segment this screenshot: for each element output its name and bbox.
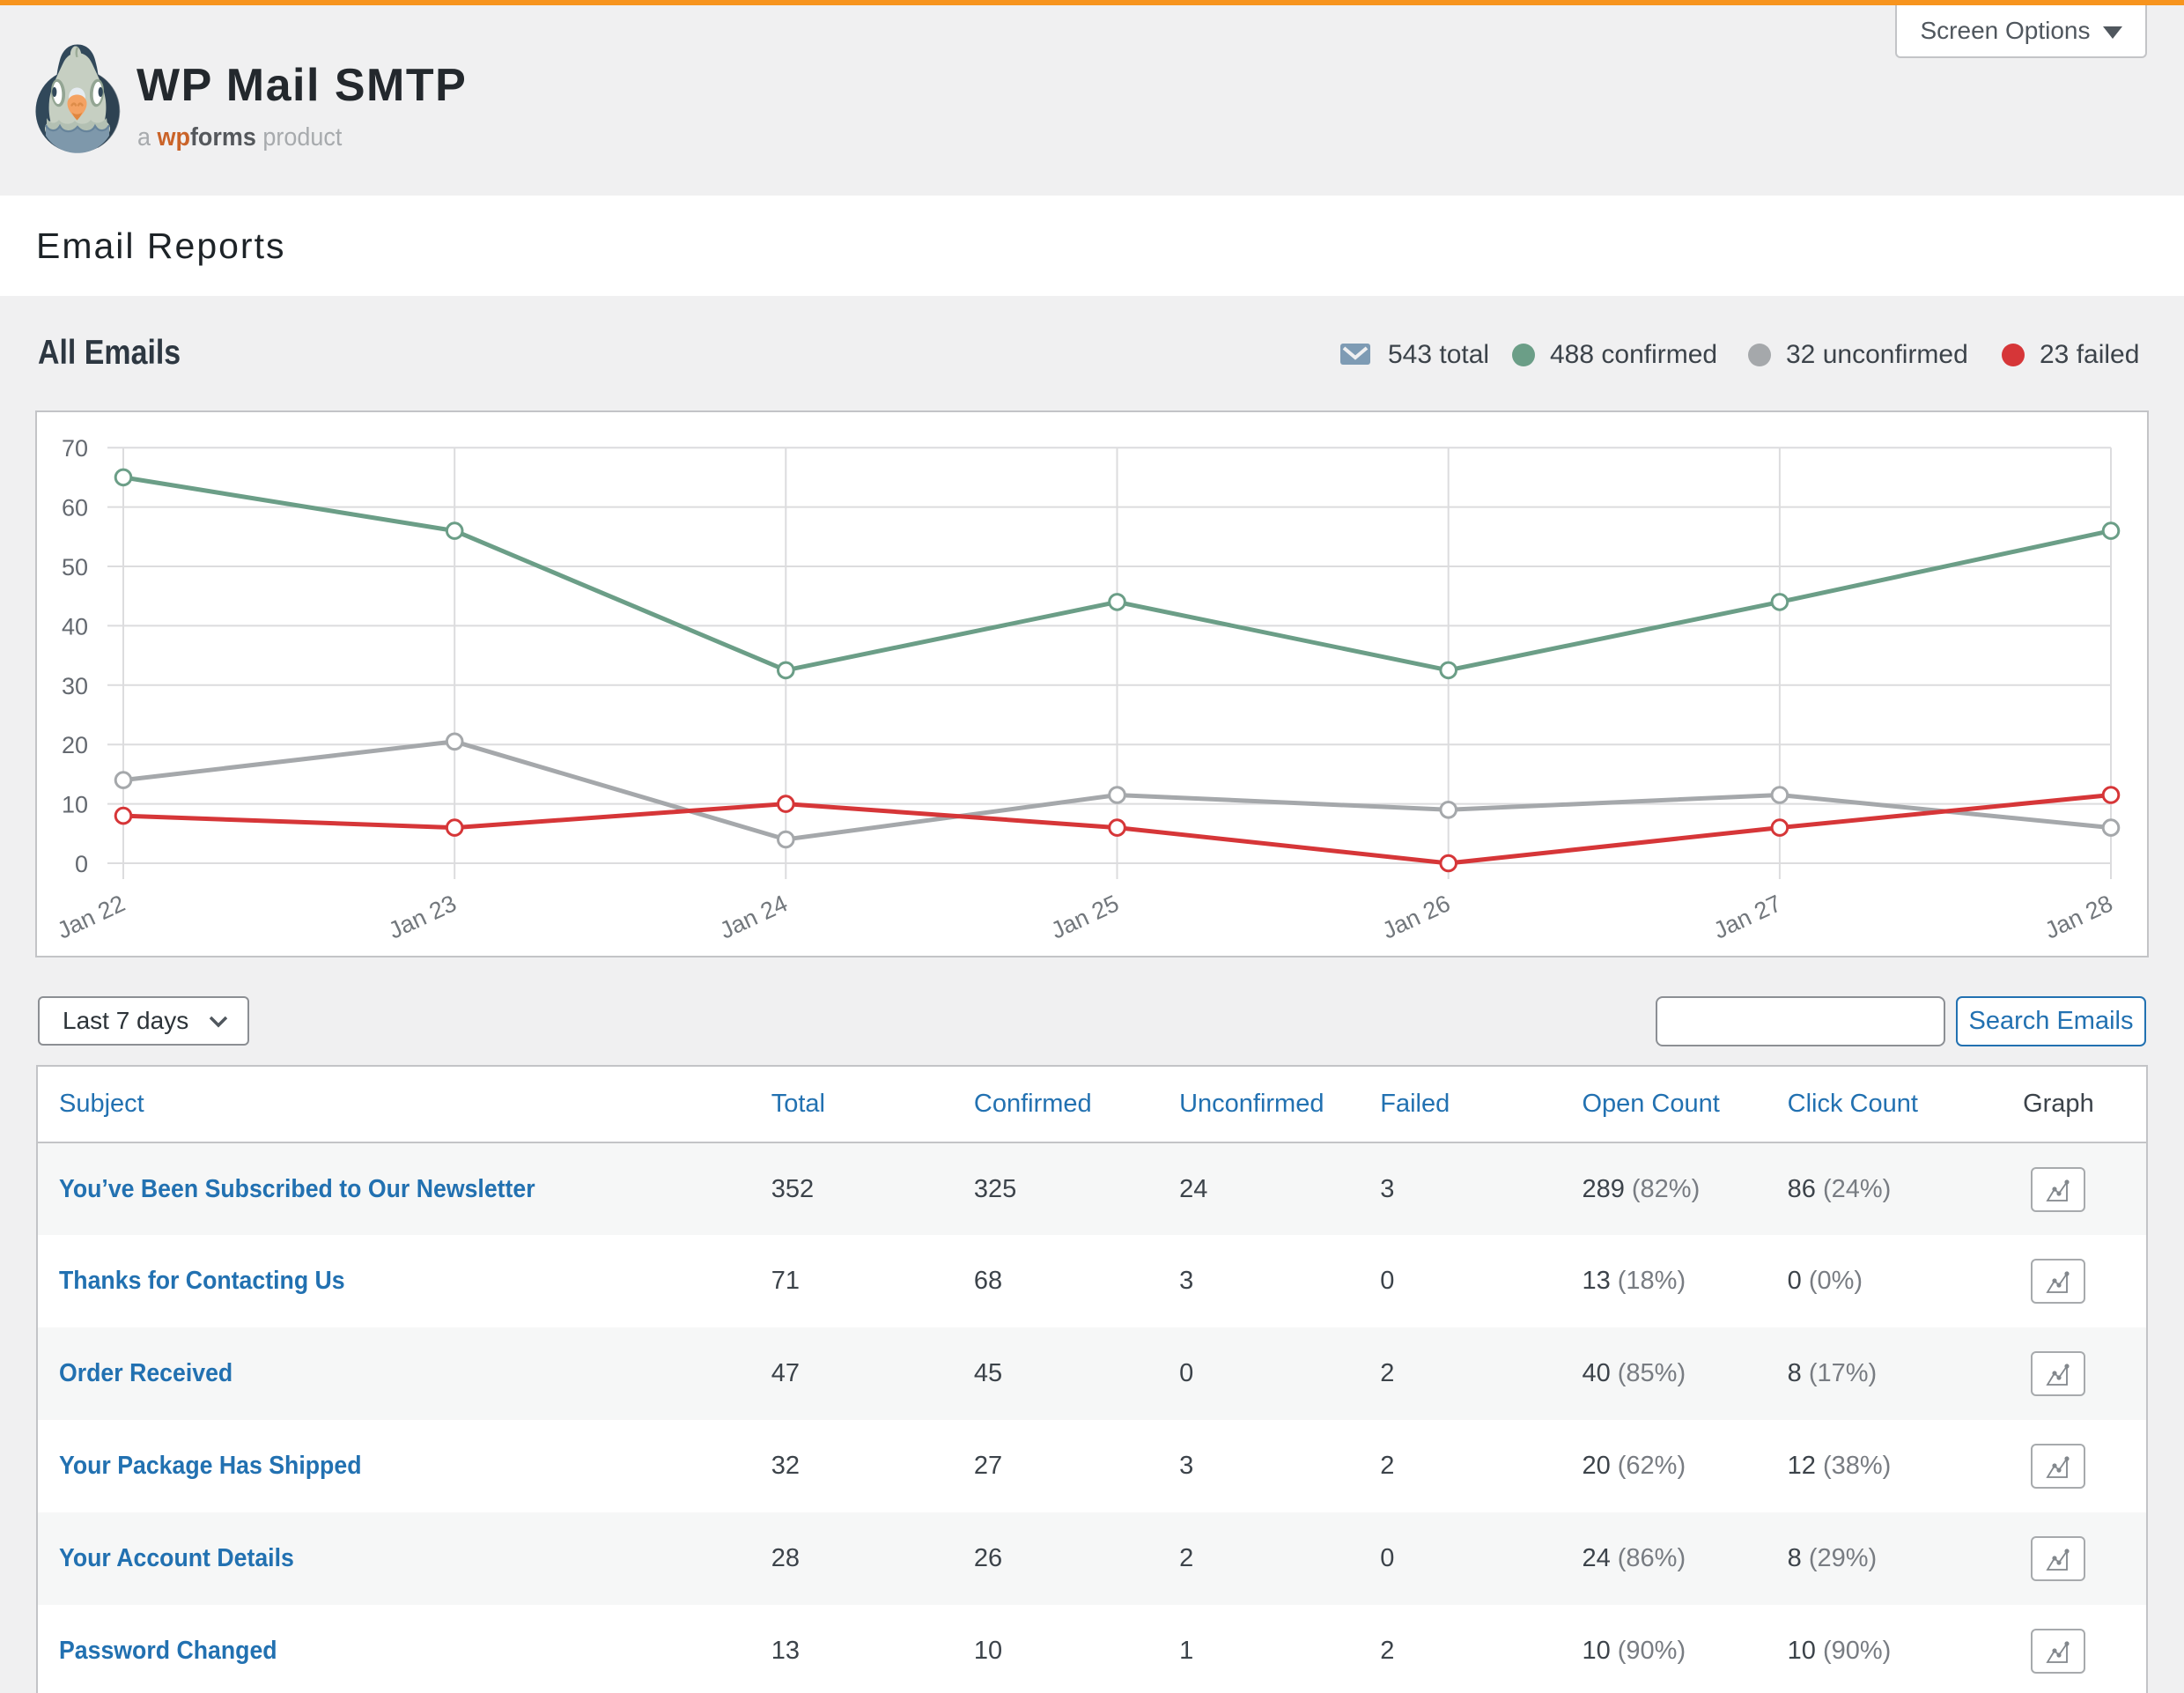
svg-text:10: 10 (62, 792, 88, 818)
svg-text:Jan 26: Jan 26 (1378, 890, 1454, 943)
svg-text:Jan 25: Jan 25 (1047, 890, 1123, 943)
svg-text:30: 30 (62, 673, 88, 699)
svg-text:Jan 28: Jan 28 (2040, 890, 2116, 943)
svg-text:Jan 22: Jan 22 (53, 890, 129, 943)
svg-text:Jan 24: Jan 24 (716, 890, 792, 943)
svg-text:20: 20 (62, 732, 88, 758)
svg-text:0: 0 (75, 851, 88, 877)
svg-text:40: 40 (62, 613, 88, 639)
svg-text:60: 60 (62, 495, 88, 521)
svg-text:70: 70 (62, 435, 88, 462)
svg-text:Jan 27: Jan 27 (1709, 890, 1785, 943)
svg-text:Jan 23: Jan 23 (385, 890, 461, 943)
svg-text:50: 50 (62, 554, 88, 580)
